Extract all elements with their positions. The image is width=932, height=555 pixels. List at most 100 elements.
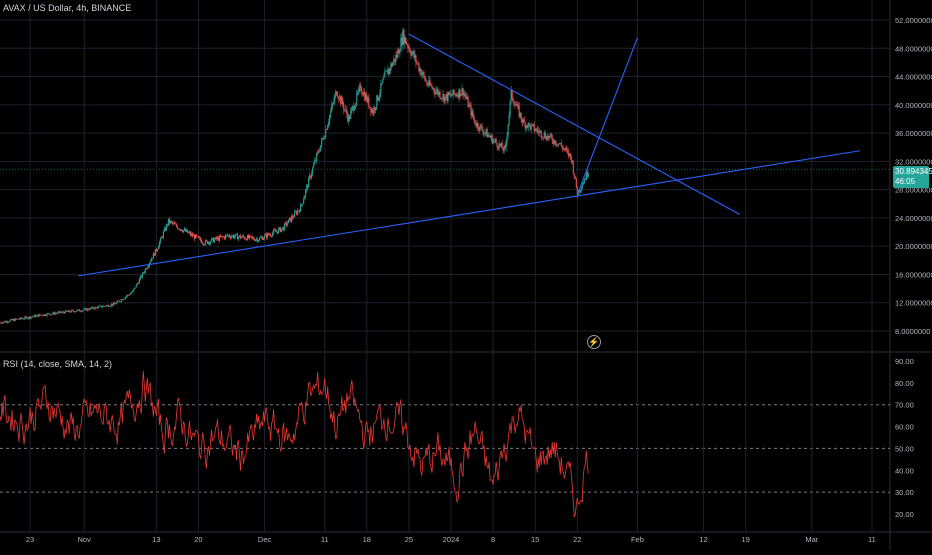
rsi-series (0, 371, 589, 518)
candle-body (109, 306, 111, 307)
candle-body (39, 314, 41, 316)
candle-body (128, 294, 130, 296)
candle-body (331, 105, 333, 112)
candle-body (222, 236, 225, 238)
candle-body (133, 287, 135, 290)
rsi-tick-label: 50.00 (895, 444, 914, 453)
trendline-3[interactable] (576, 37, 638, 195)
candle-body (442, 94, 444, 99)
price-legend[interactable]: AVAX / US Dollar, 4h, BINANCE (3, 3, 132, 13)
candle-body (416, 62, 418, 64)
candle-body (245, 238, 247, 240)
candle-body (437, 89, 439, 95)
candle-body (340, 96, 342, 104)
candle-body (179, 229, 181, 231)
candle-body (302, 203, 304, 205)
candle-body (583, 179, 585, 183)
candle-body (284, 223, 286, 230)
candle-body (273, 230, 275, 234)
trendlines[interactable] (78, 33, 861, 277)
candle-body (132, 289, 134, 292)
candle-body (586, 172, 588, 177)
candle-body (349, 116, 351, 119)
candle-body (32, 316, 34, 318)
candle-body (99, 305, 101, 307)
candle-body (522, 119, 524, 123)
trendline-2[interactable] (408, 33, 740, 215)
candle-body (489, 136, 491, 138)
candle-body (208, 241, 211, 244)
candle-body (162, 231, 164, 238)
candle-body (298, 210, 300, 212)
candle-body (203, 244, 206, 246)
candle-body (534, 130, 536, 132)
candle-body (342, 98, 344, 106)
candle-body (424, 75, 426, 81)
candle-body (335, 91, 337, 96)
candle-body (69, 311, 71, 313)
candle-body (210, 238, 213, 242)
candle-body (45, 315, 47, 317)
candle-body (166, 224, 168, 226)
candle-body (262, 237, 264, 240)
candle-body (60, 312, 62, 313)
candle-body (271, 235, 273, 237)
candle-body (376, 95, 378, 108)
candle-body (554, 140, 556, 145)
candle-body (532, 124, 534, 125)
lightning-bolt-icon[interactable]: ⚡ (587, 335, 601, 349)
candle-body (219, 235, 222, 238)
candle-body (241, 235, 244, 238)
candle-body (285, 222, 287, 224)
price-tick-label: 12.0000000 (895, 299, 932, 308)
candle-body (158, 242, 160, 248)
candle-body (36, 314, 38, 316)
candle-body (409, 48, 411, 53)
trendline-1[interactable] (78, 150, 861, 277)
candle-body (218, 235, 221, 241)
candle-body (540, 130, 542, 138)
time-tick-label: 8 (491, 535, 495, 544)
candle-body (348, 116, 350, 122)
candle-body (145, 268, 147, 270)
time-tick-label: 11 (321, 535, 329, 544)
candle-body (343, 105, 345, 111)
candle-body (306, 185, 308, 190)
candle-body (249, 235, 251, 239)
candle-body (277, 231, 279, 234)
candle-body (383, 76, 385, 80)
candle-body (494, 139, 496, 141)
candle-body (257, 238, 259, 242)
candle-body (411, 53, 413, 56)
candle-body (311, 173, 313, 178)
candle-body (278, 228, 280, 234)
rsi-legend[interactable]: RSI (14, close, SMA, 14, 2) (3, 359, 113, 369)
candle-body (209, 241, 212, 244)
candle-body (398, 49, 400, 54)
time-tick-label: Dec (258, 535, 272, 544)
candle-body (290, 217, 292, 222)
candle-body (401, 37, 403, 45)
candle-body (135, 284, 137, 288)
candle-body (527, 122, 529, 128)
candle-body (196, 236, 198, 237)
candles (0, 27, 589, 325)
candle-body (362, 93, 364, 96)
candle-body (71, 310, 73, 311)
candle-body (163, 228, 165, 232)
candle-body (181, 230, 183, 232)
candle-body (237, 236, 240, 240)
candle-body (479, 124, 481, 131)
candle-body (450, 93, 452, 96)
candle-body (178, 228, 180, 230)
candle-body (265, 234, 267, 236)
candle-body (288, 219, 290, 224)
price-tick-label: 40.0000000 (895, 101, 932, 110)
candle-body (385, 71, 387, 72)
candle-body (514, 104, 516, 106)
candle-body (354, 107, 356, 111)
time-tick-label: 15 (531, 535, 539, 544)
candle-body (485, 129, 487, 133)
